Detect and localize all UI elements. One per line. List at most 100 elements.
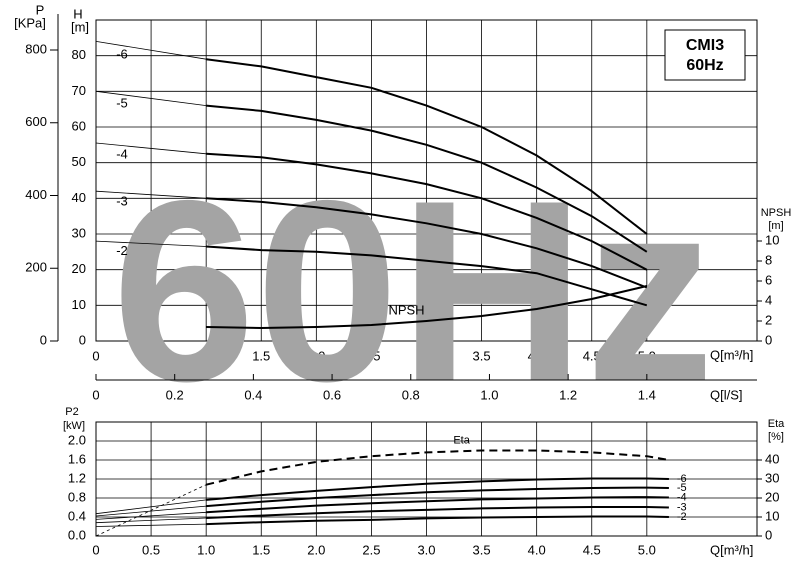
curve-extension	[95, 517, 207, 524]
y-tick-label: 40	[72, 190, 86, 205]
y-tick-label: 10	[72, 297, 86, 312]
x-tick-label: 1.0	[197, 348, 215, 363]
p-tick-label: 200	[25, 260, 47, 275]
chart-title: CMI3	[686, 37, 724, 54]
x-tick-label: 5.0	[638, 348, 656, 363]
y2-tick-label: 0	[765, 527, 772, 542]
x-axis-title: Q[m³/h]	[710, 347, 753, 362]
stage-label: -4	[677, 491, 687, 503]
y2-tick-label: 6	[765, 272, 772, 287]
h-axis-title: H	[73, 6, 82, 21]
x2-tick-label: 0	[92, 387, 99, 402]
y-tick-label: 50	[72, 154, 86, 169]
x-tick-label: 0.5	[142, 542, 160, 557]
y2-tick-label: 8	[765, 252, 772, 267]
x-tick-label: 4.0	[528, 348, 546, 363]
p-tick-label: 800	[25, 41, 47, 56]
curve	[206, 197, 648, 289]
stage-label: -6	[677, 473, 687, 485]
y-tick-label: 1.2	[68, 470, 86, 485]
p-tick-label: 0	[40, 332, 47, 347]
y2-tick-label: 40	[765, 451, 779, 466]
stage-label: -4	[116, 146, 128, 161]
x2-tick-label: 0.8	[402, 387, 420, 402]
x-tick-label: 4.5	[583, 348, 601, 363]
p-axis-unit: [KPa]	[14, 15, 46, 30]
y2-tick-label: 10	[765, 508, 779, 523]
x-tick-label: 3.5	[473, 542, 491, 557]
x2-tick-label: 1.2	[559, 387, 577, 402]
x-tick-label: 0.5	[142, 348, 160, 363]
y-tick-label: 0.8	[68, 489, 86, 504]
x2-tick-label: 0.2	[166, 387, 184, 402]
y-tick-label: 80	[72, 47, 86, 62]
npsh-axis-title: NPSH	[761, 207, 792, 219]
model-box	[664, 29, 746, 81]
x-tick-label: 3.0	[417, 348, 435, 363]
y-tick-label: 20	[72, 261, 86, 276]
curve-extension	[95, 499, 207, 515]
y2-tick-label: 4	[765, 292, 772, 307]
x-tick-label: 2.0	[307, 348, 325, 363]
x-tick-label: 2.5	[362, 542, 380, 557]
x-tick-label: 1.5	[252, 542, 270, 557]
curve-extension	[95, 523, 207, 527]
y-tick-label: 0	[79, 332, 86, 347]
npsh-axis-unit: [m]	[768, 220, 783, 232]
curve-extension	[95, 190, 207, 199]
x-tick-label: 4.5	[583, 542, 601, 557]
curve-extension	[95, 240, 207, 247]
curve	[206, 496, 669, 514]
x2-axis-title: Q[l/S]	[710, 387, 743, 402]
curve-extension	[95, 142, 207, 155]
curve-extension	[95, 505, 207, 517]
curve	[206, 285, 648, 330]
h-axis-unit: [m]	[71, 19, 89, 34]
p-axis-title: P	[36, 2, 45, 17]
curve	[205, 449, 670, 486]
curve-label: NPSH	[388, 302, 424, 317]
y-tick-label: 60	[72, 118, 86, 133]
x-tick-label: 1.5	[252, 348, 270, 363]
y2-tick-label: 10	[765, 232, 779, 247]
y2-tick-label: 20	[765, 489, 779, 504]
curve-extension	[95, 511, 207, 520]
x-axis-title: Q[m³/h]	[710, 542, 753, 557]
y2-tick-label: 30	[765, 470, 779, 485]
y-tick-label: 1.6	[68, 451, 86, 466]
p2-axis-unit: [kW]	[63, 420, 85, 432]
y-tick-label: 0.4	[68, 508, 86, 523]
stage-label: -2	[116, 243, 128, 258]
stage-label: -5	[677, 482, 687, 494]
x-tick-label: 5.0	[638, 542, 656, 557]
x-tick-label: 1.0	[197, 542, 215, 557]
stage-label: -3	[677, 501, 687, 513]
curve-extension	[95, 90, 207, 106]
y2-tick-label: 0	[765, 332, 772, 347]
curve-label: Eta	[453, 434, 470, 446]
curve	[206, 486, 669, 508]
curve	[206, 477, 669, 501]
x-tick-label: 3.0	[417, 542, 435, 557]
y-tick-label: 0.0	[68, 527, 86, 542]
curve	[206, 104, 648, 253]
y2-tick-label: 2	[765, 312, 772, 327]
watermark: 60Hz	[112, 146, 714, 435]
x-tick-label: 2.5	[362, 348, 380, 363]
x2-tick-label: 0.6	[323, 387, 341, 402]
x2-tick-label: 0.4	[244, 387, 262, 402]
p-tick-label: 400	[25, 187, 47, 202]
curve	[206, 58, 648, 235]
curve-extension	[95, 484, 207, 537]
stage-label: -5	[116, 96, 128, 111]
x-tick-label: 3.5	[473, 348, 491, 363]
stage-label: -2	[677, 511, 687, 523]
curve	[206, 245, 648, 307]
p-tick-label: 600	[25, 114, 47, 129]
chart-subtitle: 60Hz	[686, 57, 723, 74]
curve	[206, 152, 648, 271]
p2-axis-title: P2	[65, 406, 78, 418]
eta-axis-unit: [%]	[768, 431, 784, 443]
